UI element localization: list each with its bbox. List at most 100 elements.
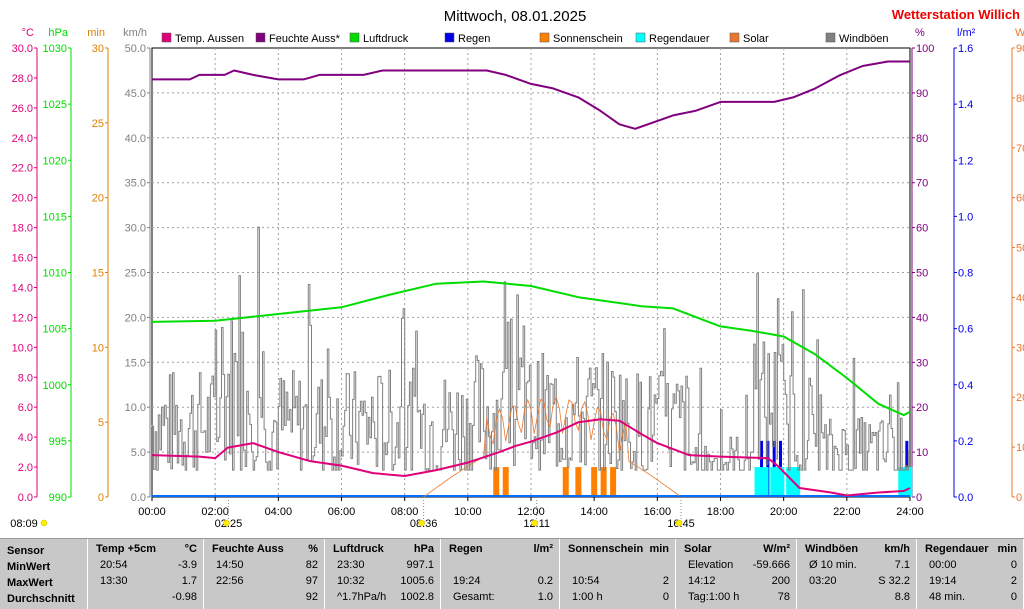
y-tick-label: 50.0 [125, 43, 146, 55]
y-tick-label: 10.0 [125, 402, 146, 414]
bar-series-group [493, 440, 913, 497]
y-tick-label: 200 [1016, 392, 1024, 404]
stat-column: Temp +5cm °C 20:54 -3.9 13:30 1.7 -0.98 [88, 539, 204, 609]
x-tick-label: 02:00 [201, 506, 229, 518]
legend-label: Luftdruck [363, 33, 409, 45]
cell-time: 13:30 [100, 575, 128, 587]
column-title: Windböen [805, 543, 859, 555]
y-axis-unit: °C [22, 27, 34, 39]
x-tick-label: 08:00 [391, 506, 419, 518]
x-tick-label: 24:00 [896, 506, 924, 518]
y-tick-label: 5.0 [131, 447, 146, 459]
x-tick-label: 22:00 [833, 506, 861, 518]
y-tick-label: 990 [49, 492, 67, 504]
cell-time: 19:14 [929, 575, 957, 587]
stat-column: Regen l/m² 19:24 0.2 Gesamt: 1.0 [441, 539, 560, 609]
y-tick-label: 14.0 [12, 282, 33, 294]
y-tick-label: 20 [916, 402, 928, 414]
legend-swatch [161, 32, 172, 43]
bar-sonnenschein [502, 467, 509, 497]
y-tick-label: 0.4 [958, 380, 973, 392]
cell-value: 200 [771, 575, 790, 587]
y-tick-label: 0 [98, 492, 104, 504]
row-label: Durchschnitt [7, 593, 75, 605]
legend-swatch [825, 32, 836, 43]
chart-title: Mittwoch, 08.01.2025 [444, 8, 587, 25]
y-tick-label: 40.0 [125, 133, 146, 145]
legend-label: Regendauer [649, 33, 710, 45]
y-tick-label: 26.0 [12, 103, 33, 115]
stat-column: Luftdruck hPa 23:30 997.1 10:32 1005.6 ^1.7hPa… [325, 539, 441, 609]
column-unit: l/m² [533, 543, 553, 555]
y-tick-label: 0.0 [18, 492, 33, 504]
stat-column: Sonnenschein min 10:54 2 1:00 h 0 [560, 539, 676, 609]
y-tick-label: 6.0 [18, 402, 33, 414]
y-tick-label: 0.0 [131, 492, 146, 504]
y-tick-label: 1030 [43, 43, 67, 55]
y-tick-label: 20.0 [125, 312, 146, 324]
y-axis-unit: km/h [123, 27, 147, 39]
station-name: Wetterstation Willich [892, 7, 1020, 22]
y-tick-label: 995 [49, 436, 67, 448]
stat-column: Regendauer min 00:00 0 19:14 2 48 min. 0 [917, 539, 1024, 609]
cell-time: 1:00 h [572, 591, 603, 603]
column-title: Regen [449, 543, 483, 555]
cell-time: ^1.7hPa/h [337, 591, 387, 603]
y-tick-label: 25 [92, 118, 104, 130]
y-tick-label: 0 [916, 492, 922, 504]
y-tick-label: 8.0 [18, 372, 33, 384]
cell-value: -59.666 [752, 559, 790, 571]
x-tick-label: 18:00 [707, 506, 735, 518]
y-tick-label: 30 [92, 43, 104, 55]
stat-column: Windböen km/h Ø 10 min. 7.1 03:20 S 32.2 8.8 [797, 539, 917, 609]
y-axis-unit: hPa [48, 27, 68, 39]
legend-swatch [255, 32, 266, 43]
cell-time: Elevation [688, 559, 734, 571]
y-tick-label: 1.2 [958, 155, 973, 167]
y-tick-label: 1.6 [958, 43, 973, 55]
bar-sonnenschein [493, 467, 500, 497]
x-tick-label: 10:00 [454, 506, 482, 518]
column-unit: °C [184, 543, 197, 555]
statistics-table: Sensor MinWert MaxWert Durchschnitt Temp +5c… [0, 538, 1024, 609]
cell-time: Ø 10 min. [809, 559, 857, 571]
sunrise-icon [418, 519, 425, 527]
y-tick-label: 900 [1016, 43, 1024, 55]
row-label-column: Sensor MinWert MaxWert Durchschnitt [0, 539, 88, 609]
y-tick-label: 300 [1016, 342, 1024, 354]
legend-swatch [349, 32, 360, 43]
y-tick-label: 30.0 [12, 43, 33, 55]
legend-label: Feuchte Auss* [269, 33, 341, 45]
legend-label: Regen [458, 33, 490, 45]
series-feuchte-auss- [152, 60, 910, 130]
y-tick-label: 5 [98, 417, 104, 429]
y-tick-label: 1020 [43, 155, 67, 167]
y-tick-label: 35.0 [125, 178, 146, 190]
cell-time: 22:56 [216, 575, 244, 587]
series-temp-aussen [151, 418, 911, 497]
y-tick-label: 60 [916, 223, 928, 235]
y-tick-label: 1.4 [958, 99, 973, 111]
y-tick-label: 22.0 [12, 163, 33, 175]
cell-value: 1005.6 [400, 575, 434, 587]
y-tick-label: 1.0 [958, 211, 973, 223]
cell-value: 1002.8 [400, 591, 434, 603]
x-tick-label: 06:00 [328, 506, 356, 518]
bar-sonnenschein [610, 467, 617, 497]
y-tick-label: 16.0 [12, 253, 33, 265]
row-label: MaxWert [7, 577, 53, 589]
legend-label: Sonnenschein [553, 33, 623, 45]
bar-sonnenschein [575, 467, 582, 497]
y-tick-label: 1000 [43, 380, 67, 392]
y-tick-label: 18.0 [12, 223, 33, 235]
cell-time: 23:30 [337, 559, 365, 571]
x-tick-label: 04:00 [265, 506, 293, 518]
line-series-group [151, 60, 911, 498]
y-tick-label: 2.0 [18, 462, 33, 474]
x-tick-label: 00:00 [138, 506, 166, 518]
cell-time: Tag:1:00 h [688, 591, 740, 603]
cell-value: 1.0 [537, 591, 553, 603]
bar-sonnenschein [600, 467, 607, 497]
cell-time: 20:54 [100, 559, 128, 571]
y-tick-label: 30.0 [125, 223, 146, 235]
